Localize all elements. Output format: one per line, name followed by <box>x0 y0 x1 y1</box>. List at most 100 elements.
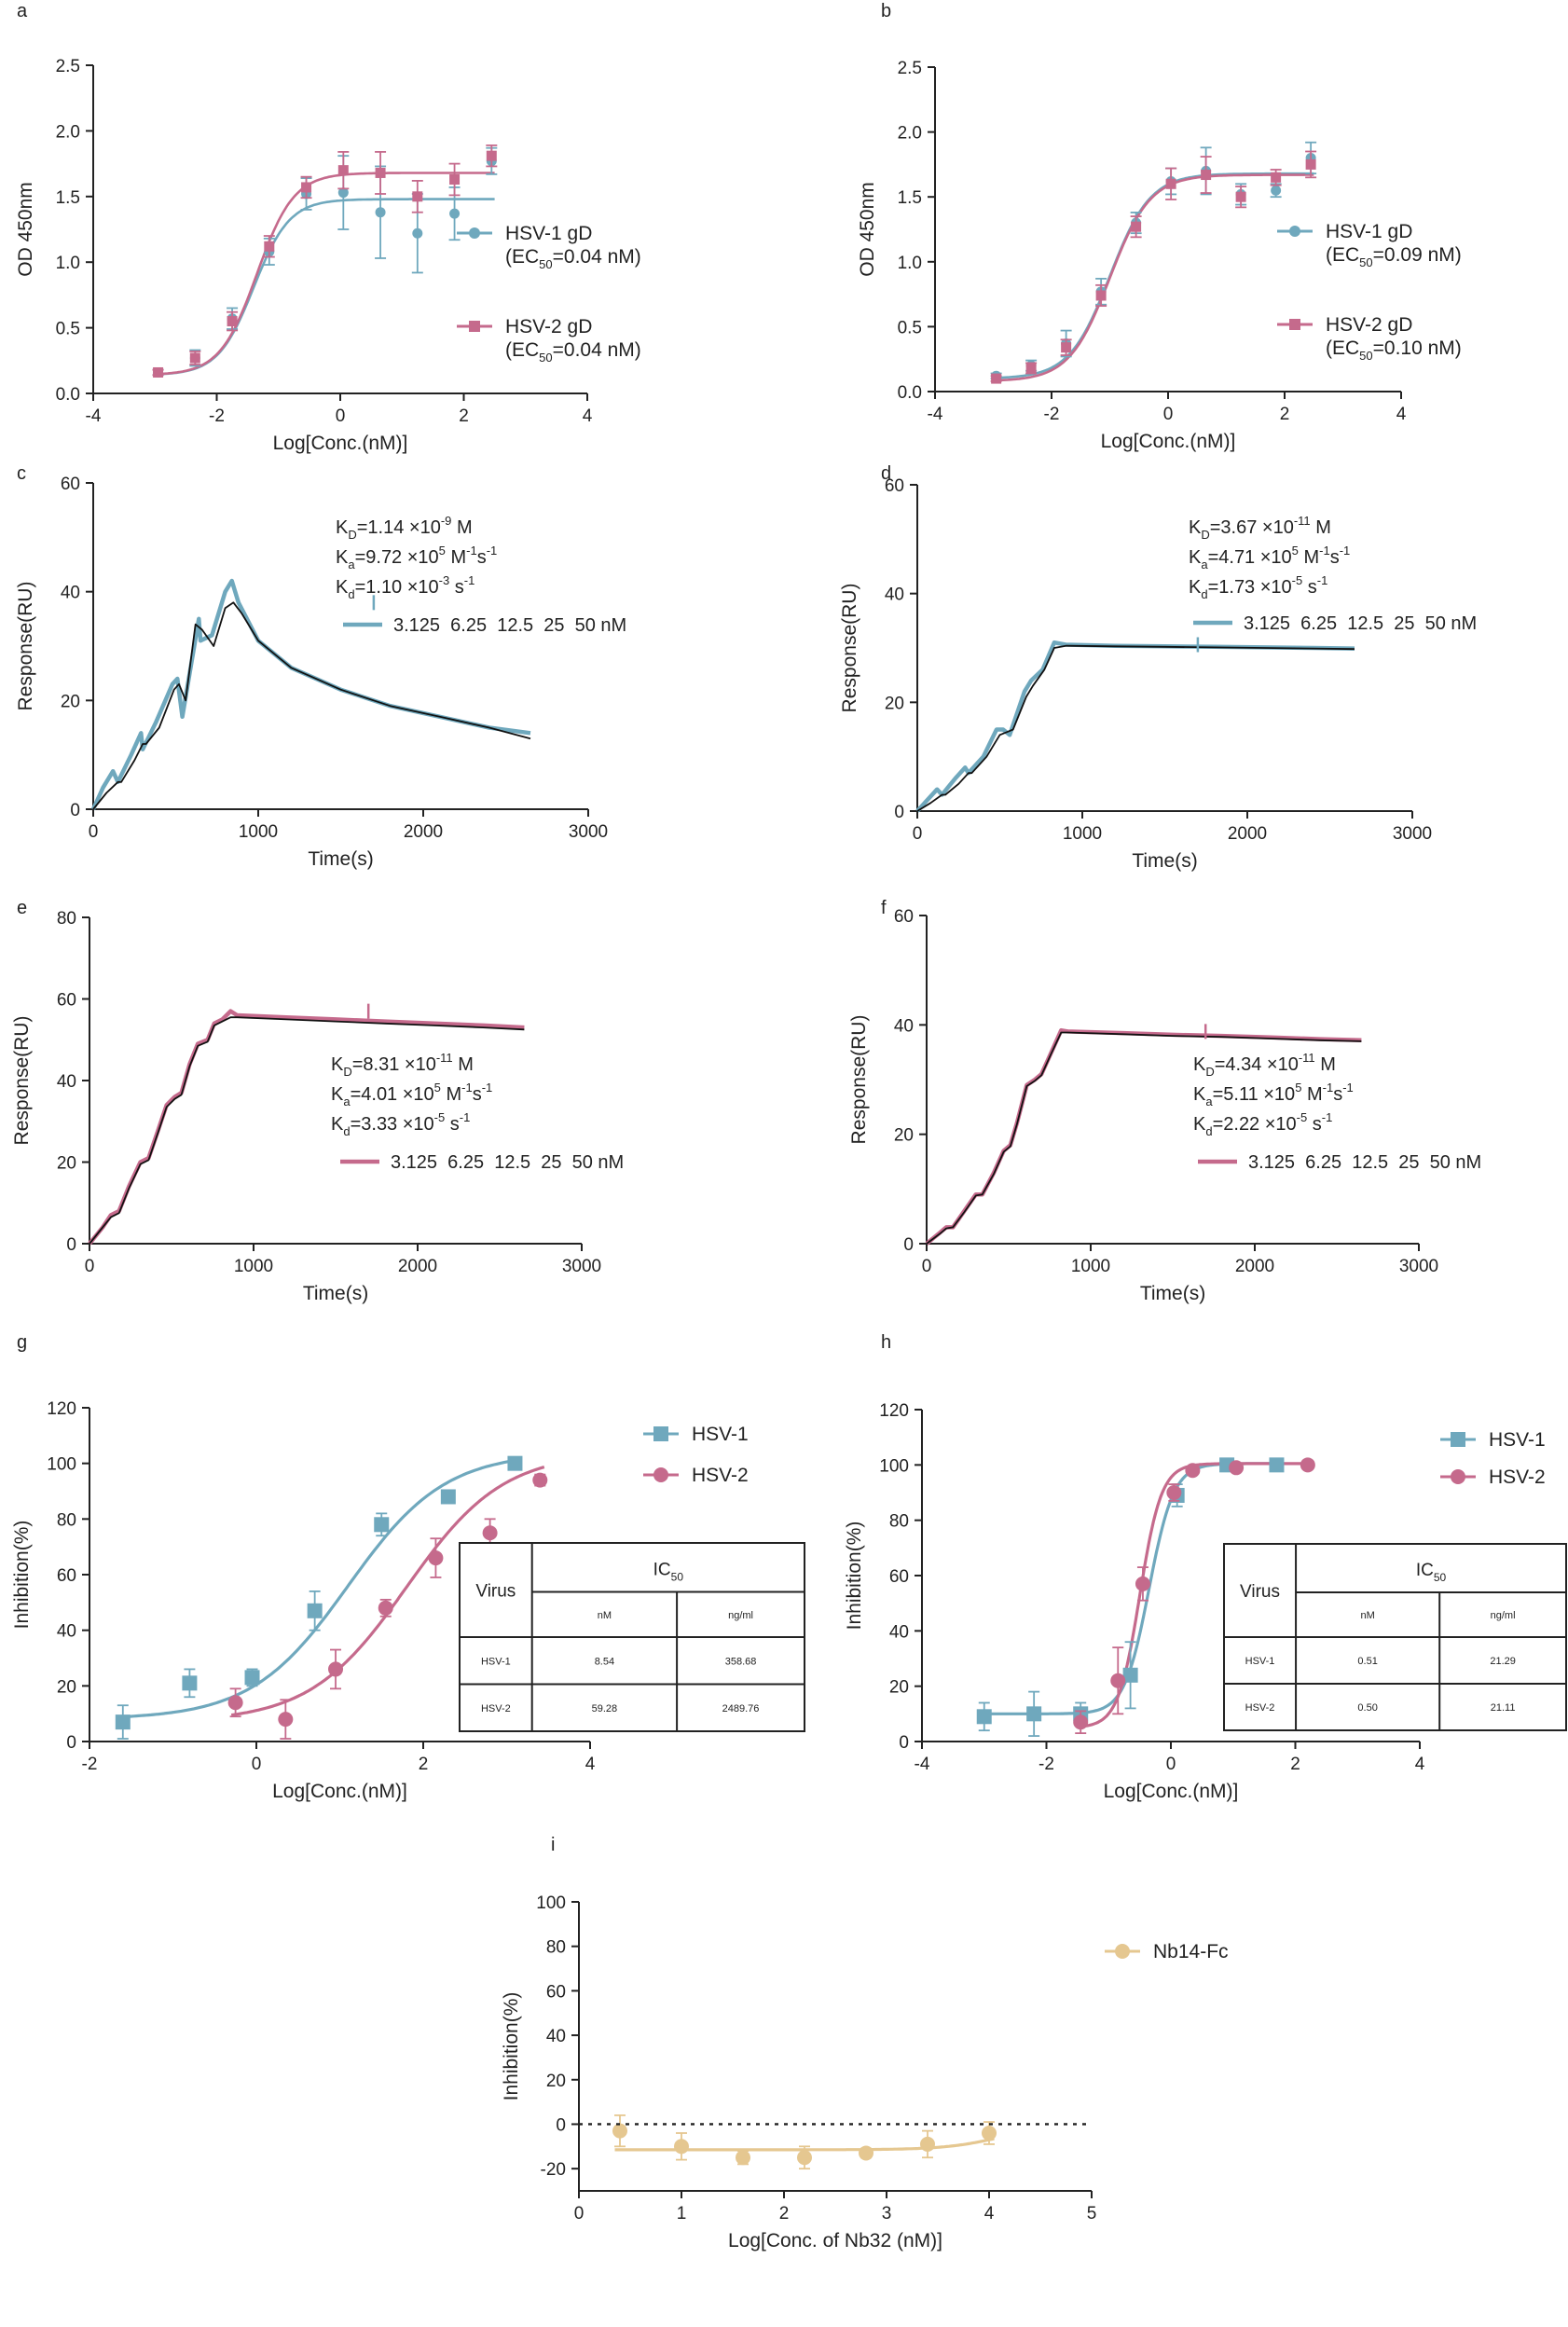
ic50-table: Virus IC50 nM ng/ml HSV-1 0.51 21.29 HSV-2 0.50 2… <box>1223 1543 1567 1731</box>
sensorgram-fit-curve <box>92 601 531 810</box>
data-point <box>337 187 349 199</box>
table-cell-ngml: 358.68 <box>725 1656 757 1667</box>
x-tick-label: -2 <box>1038 1755 1054 1774</box>
y-tick-label: 80 <box>546 1938 566 1958</box>
x-tick-label: 0 <box>252 1755 262 1774</box>
y-tick-label: 1.0 <box>898 254 922 273</box>
data-point <box>1025 363 1037 374</box>
y-tick-label: 40 <box>885 585 904 605</box>
panel-label: d <box>881 463 891 484</box>
data-point <box>1269 1457 1285 1473</box>
panel-label: h <box>881 1332 891 1353</box>
y-tick-label: 60 <box>546 1982 566 2002</box>
x-axis-label: Log[Conc.(nM)] <box>1104 1781 1239 1802</box>
y-tick-label: 60 <box>57 1566 76 1586</box>
kinetic-constant: Ka=9.72 ×105 M-1s-1 <box>336 544 497 571</box>
kinetic-constant: KD=1.14 ×10-9 M <box>336 514 473 542</box>
y-tick-label: 80 <box>57 1510 76 1530</box>
ec50-annotation: (EC50=0.04 nM) <box>505 246 641 271</box>
x-tick-label: -2 <box>209 406 225 426</box>
x-tick-label: 2 <box>459 406 469 426</box>
y-tick-label: 0 <box>899 1733 909 1753</box>
table-header-ic50: IC50 <box>1416 1561 1447 1584</box>
y-tick-label: 60 <box>885 476 904 496</box>
x-tick-label: 2 <box>1280 405 1290 424</box>
ec50-annotation: (EC50=0.04 nM) <box>505 339 641 365</box>
y-axis-label: Inhibition(%) <box>11 1521 33 1630</box>
kinetic-constant: Kd=1.10 ×10-3 s-1 <box>336 573 475 601</box>
data-point <box>1271 172 1282 183</box>
data-point <box>532 1472 548 1488</box>
legend-label: 3.125 6.25 12.5 25 50 nM <box>1244 613 1477 634</box>
y-tick-label: 80 <box>889 1512 909 1532</box>
panel-label: f <box>881 898 887 918</box>
y-tick-label: 2.0 <box>56 122 80 142</box>
x-tick-label: 4 <box>583 406 593 426</box>
data-point <box>375 167 386 178</box>
legend-swatch-marker <box>1451 1469 1465 1484</box>
y-tick-label: 0 <box>66 1733 76 1753</box>
data-point <box>976 1709 992 1725</box>
legend-swatch-marker <box>1289 319 1300 330</box>
legend-label: HSV-2 <box>1489 1466 1546 1488</box>
legend-swatch-marker <box>469 321 480 332</box>
chart-panel-c: 0 1000 2000 3000 0 20 40 60 Time(s) Response(RU) c… <box>15 463 626 870</box>
y-tick-label: 20 <box>57 1677 76 1697</box>
x-tick-label: -4 <box>928 405 943 424</box>
kinetic-constant: Kd=3.33 ×10-5 s-1 <box>331 1110 470 1138</box>
legend-label: 3.125 6.25 12.5 25 50 nM <box>393 615 626 636</box>
panel-label: a <box>17 1 28 21</box>
data-point <box>301 182 312 193</box>
fit-curve <box>155 172 495 376</box>
x-axis-label: Log[Conc.(nM)] <box>272 1781 407 1802</box>
data-point <box>115 1714 131 1730</box>
x-tick-label: 1000 <box>1063 824 1102 844</box>
data-point <box>920 2136 935 2152</box>
data-point <box>1166 1485 1182 1500</box>
x-tick-label: 3 <box>882 2204 892 2224</box>
x-tick-label: 0 <box>574 2204 585 2224</box>
y-tick-label: 2.0 <box>898 124 922 144</box>
kinetic-constant: Ka=4.01 ×105 M-1s-1 <box>331 1081 492 1108</box>
y-tick-label: 100 <box>47 1455 76 1475</box>
data-point <box>991 373 1002 384</box>
table-cell-virus: HSV-1 <box>1245 1656 1275 1667</box>
y-tick-label: 20 <box>546 2072 566 2091</box>
y-tick-label: 0 <box>66 1235 76 1255</box>
data-point <box>189 352 200 364</box>
y-tick-label: 60 <box>57 991 76 1011</box>
data-point <box>797 2150 812 2166</box>
legend-swatch-marker <box>653 1467 668 1482</box>
data-point <box>227 1695 243 1711</box>
data-point <box>412 227 423 239</box>
fit-curve <box>993 172 1314 379</box>
y-tick-label: 0 <box>903 1235 914 1255</box>
legend-label: HSV-1 <box>692 1424 749 1445</box>
table-cell-virus: HSV-2 <box>481 1703 511 1714</box>
x-tick-label: 4 <box>1396 405 1407 424</box>
y-tick-label: 1.5 <box>56 188 80 208</box>
legend-swatch-marker <box>1115 1944 1130 1959</box>
data-point <box>507 1455 523 1471</box>
data-point <box>1131 221 1142 232</box>
legend-label: HSV-2 gD <box>505 316 592 337</box>
y-tick-label: 1.0 <box>56 254 80 273</box>
ec50-annotation: (EC50=0.09 nM) <box>1326 244 1462 269</box>
kinetic-constant: Kd=2.22 ×10-5 s-1 <box>1193 1110 1332 1138</box>
data-point <box>328 1661 344 1677</box>
data-point <box>412 191 423 202</box>
data-point <box>736 2150 750 2166</box>
data-point <box>1201 170 1212 181</box>
y-tick-label: 40 <box>889 1622 909 1642</box>
legend-label: HSV-2 <box>692 1465 749 1486</box>
x-tick-label: 2000 <box>398 1257 437 1276</box>
data-point <box>1300 1457 1315 1473</box>
kinetic-constant: Kd=1.73 ×10-5 s-1 <box>1189 573 1327 601</box>
x-tick-label: -2 <box>1044 405 1060 424</box>
chart-panel-g: -2 0 2 4020406080100120Log[Conc.(nM)]Inhibi… <box>11 1332 805 1802</box>
x-tick-label: 2000 <box>404 822 443 842</box>
x-tick-label: 0 <box>1163 405 1174 424</box>
x-tick-label: 1000 <box>234 1257 273 1276</box>
data-point <box>982 2126 997 2141</box>
data-point <box>307 1603 323 1618</box>
